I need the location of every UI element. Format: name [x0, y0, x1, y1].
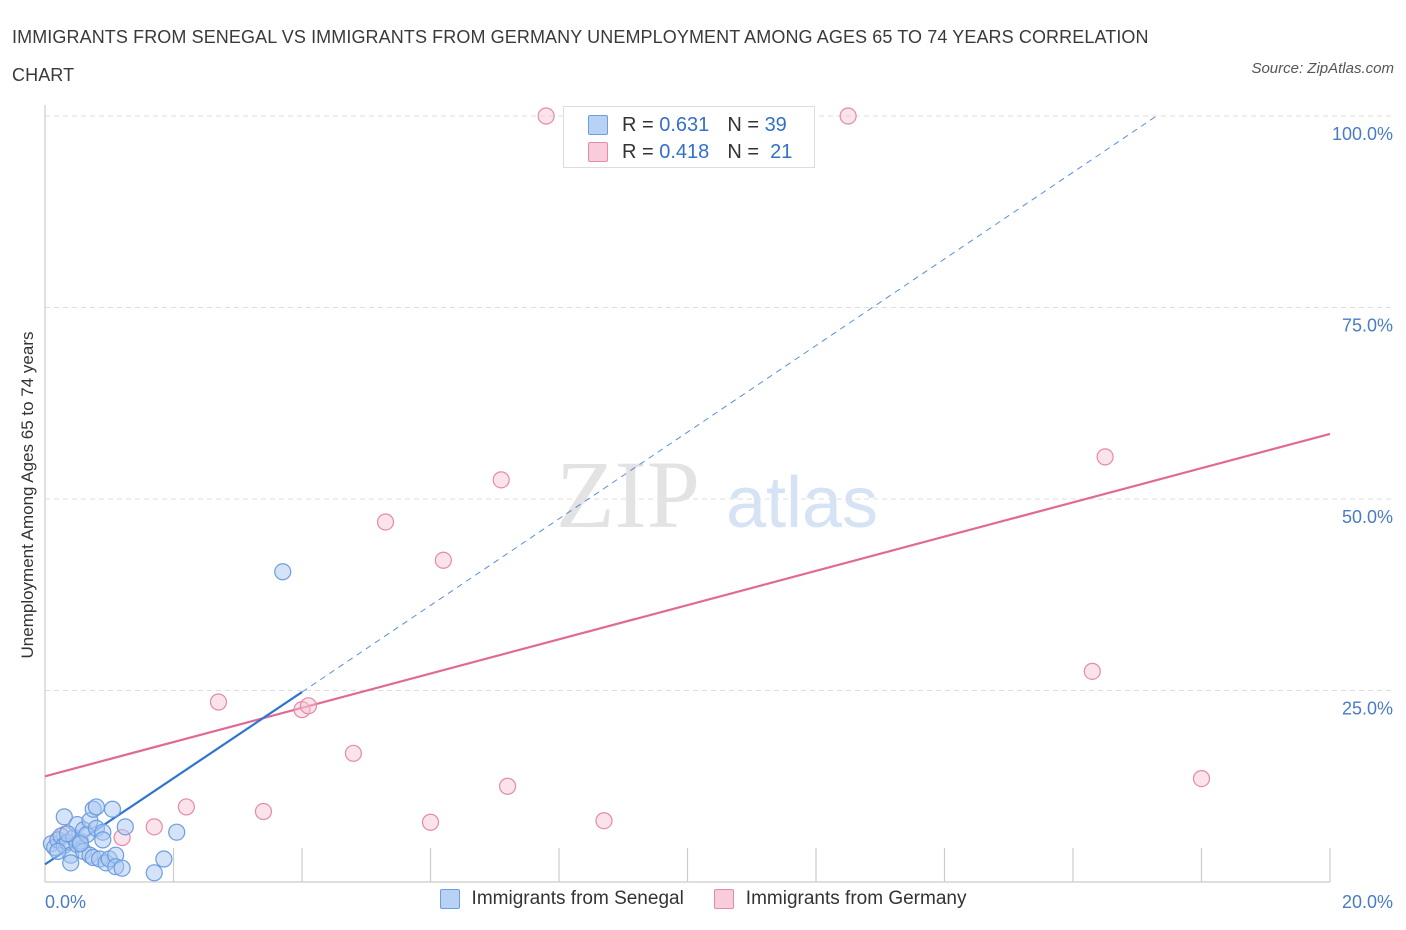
point-senegal	[55, 808, 73, 826]
series-legend: Immigrants from Senegal Immigrants from …	[0, 888, 1406, 910]
y-tick-label: 75.0%	[1342, 316, 1393, 336]
legend-n-label: N =	[727, 140, 759, 163]
y-tick-label: 25.0%	[1342, 699, 1393, 719]
gridlines	[45, 115, 1395, 691]
point-germany	[376, 513, 395, 531]
y-tick-label: 100.0%	[1332, 124, 1393, 144]
point-senegal	[116, 818, 134, 836]
point-senegal	[94, 831, 112, 849]
point-senegal	[62, 854, 80, 872]
legend-swatch-germany	[588, 142, 608, 162]
legend-r-value-germany: 0.418	[659, 140, 710, 163]
series-legend-germany[interactable]: Immigrants from Germany	[713, 888, 967, 910]
point-senegal	[274, 563, 292, 581]
point-germany	[839, 107, 857, 125]
axes	[44, 105, 1331, 883]
point-germany	[1083, 662, 1101, 680]
legend-r-label: R =	[622, 113, 654, 136]
legend-r-value-senegal: 0.631	[659, 113, 710, 136]
legend-swatch-senegal	[588, 115, 608, 135]
correlation-legend: R = 0.631 N = 39 R = 0.418 N = 21	[563, 106, 815, 168]
watermark: ZIP atlas	[556, 441, 878, 548]
point-germany	[209, 693, 228, 711]
series-swatch-senegal	[439, 889, 460, 909]
point-germany	[421, 813, 440, 831]
point-germany	[537, 107, 555, 125]
watermark-atlas: atlas	[726, 463, 878, 543]
legend-row-senegal: R = 0.631 N = 39	[588, 113, 787, 137]
point-germany	[492, 471, 510, 489]
legend-n-label: N =	[727, 113, 759, 136]
point-senegal	[168, 823, 186, 841]
point-germany	[499, 777, 517, 795]
legend-n-value-senegal: 39	[764, 113, 787, 136]
point-senegal	[58, 825, 77, 843]
point-germany	[299, 697, 318, 715]
point-senegal	[103, 800, 122, 818]
point-germany	[595, 812, 613, 830]
tick-labels: 25.0% 50.0% 75.0% 100.0% 0.0% 20.0%	[45, 124, 1393, 912]
point-germany	[145, 818, 163, 836]
point-senegal	[145, 864, 163, 882]
legend-r-label: R =	[622, 140, 654, 163]
point-senegal	[49, 842, 67, 860]
point-senegal	[155, 850, 173, 868]
legend-n-value-germany: 21	[770, 140, 793, 163]
point-germany	[177, 798, 195, 816]
legend-row-germany: R = 0.418 N = 21	[588, 140, 792, 164]
x-tick-label: 0.0%	[45, 892, 86, 912]
point-germany	[434, 551, 452, 569]
point-senegal	[71, 835, 89, 853]
point-germany	[1192, 769, 1211, 788]
point-germany	[344, 744, 362, 762]
x-tick-label: 20.0%	[1342, 892, 1393, 912]
point-germany	[1096, 448, 1114, 466]
point-senegal	[113, 859, 131, 877]
data-points	[42, 107, 1211, 882]
trend-line-senegal-extrapolated	[301, 115, 1157, 693]
y-axis-label: Unemployment Among Ages 65 to 74 years	[18, 332, 37, 659]
point-senegal	[87, 798, 106, 816]
series-label-senegal: Immigrants from Senegal	[471, 888, 684, 909]
series-label-germany: Immigrants from Germany	[745, 888, 967, 909]
y-tick-label: 50.0%	[1342, 507, 1393, 527]
point-germany	[254, 802, 273, 821]
series-swatch-germany	[713, 889, 734, 909]
chart-title: IMMIGRANTS FROM SENEGAL VS IMMIGRANTS FR…	[12, 27, 1149, 85]
watermark-zip: ZIP	[556, 441, 700, 548]
trend-line-germany	[44, 432, 1331, 778]
source-credit: Source: ZipAtlas.com	[1251, 60, 1394, 77]
series-legend-senegal[interactable]: Immigrants from Senegal	[439, 888, 684, 910]
